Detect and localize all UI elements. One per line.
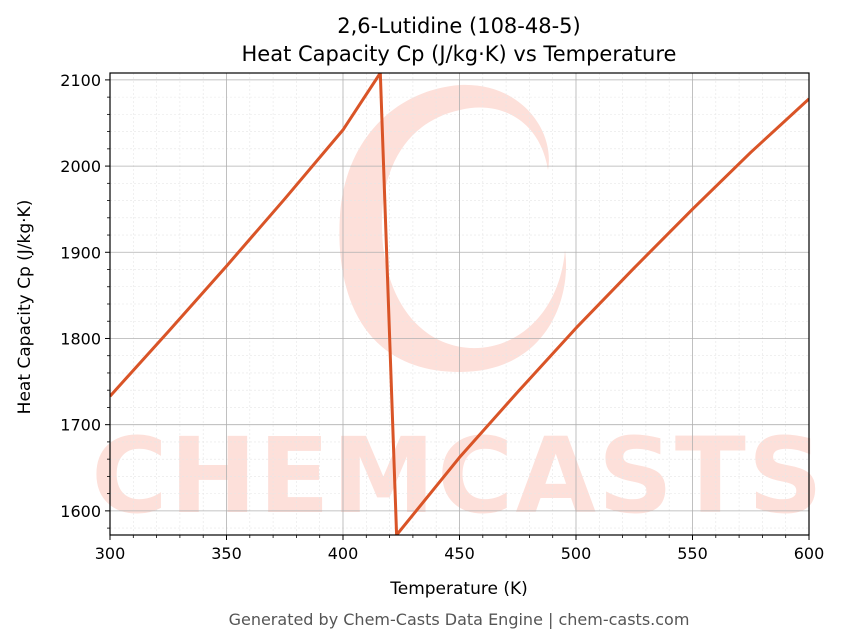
watermark-swirl-icon [339,84,567,373]
footer-credit: Generated by Chem-Casts Data Engine | ch… [229,610,690,629]
series-line [110,73,809,535]
y-axis-label: Heat Capacity Cp (J/kg·K) [15,200,35,415]
y-tick-label: 1700 [60,416,101,435]
ticks: 300 350 400 450 500 550 600 1600 1700 1800 1900 200… [60,71,824,563]
x-tick-label: 350 [211,544,242,563]
y-tick-label: 1900 [60,243,101,262]
x-tick-label: 400 [328,544,359,563]
y-tick-label: 2100 [60,71,101,90]
x-tick-label: 500 [561,544,592,563]
x-tick-label: 450 [444,544,475,563]
x-tick-label: 550 [677,544,708,563]
watermark-text: CHEMCASTS [91,415,824,537]
y-tick-label: 1600 [60,502,101,521]
series-layer [110,73,809,535]
watermark: CHEMCASTS [91,84,824,537]
chart-subtitle: Heat Capacity Cp (J/kg·K) vs Temperature [242,42,677,66]
x-tick-label: 600 [794,544,825,563]
x-axis-label: Temperature (K) [389,579,528,599]
y-tick-label: 1800 [60,329,101,348]
chart-title: 2,6-Lutidine (108-48-5) [337,14,580,38]
y-tick-label: 2000 [60,157,101,176]
x-tick-label: 300 [95,544,126,563]
